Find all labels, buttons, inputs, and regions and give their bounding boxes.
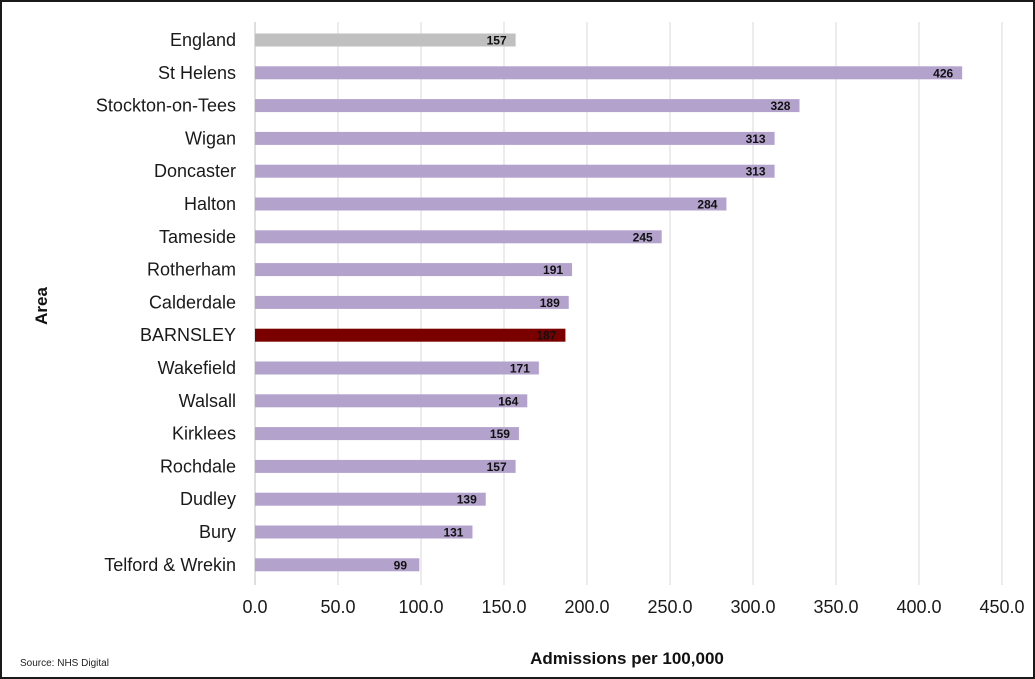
- bar: [255, 558, 420, 572]
- category-label: Halton: [184, 194, 236, 214]
- data-label: 171: [510, 362, 530, 376]
- category-label: Wigan: [185, 128, 236, 148]
- data-label: 189: [540, 296, 560, 310]
- data-label: 159: [490, 427, 510, 441]
- category-label: Stockton-on-Tees: [96, 96, 236, 116]
- data-label: 191: [543, 263, 563, 277]
- category-label: Walsall: [179, 391, 236, 411]
- x-tick-label: 350.0: [813, 597, 858, 617]
- bar: [255, 33, 516, 47]
- data-label: 245: [633, 230, 653, 244]
- data-label: 284: [697, 198, 717, 212]
- x-tick-label: 450.0: [979, 597, 1024, 617]
- x-tick-label: 200.0: [564, 597, 609, 617]
- bar: [255, 197, 727, 211]
- category-label: Dudley: [180, 489, 236, 509]
- x-tick-label: 50.0: [320, 597, 355, 617]
- category-label: Rotherham: [147, 260, 236, 280]
- bars: [255, 33, 963, 572]
- x-tick-label: 300.0: [730, 597, 775, 617]
- x-axis-title: Admissions per 100,000: [530, 649, 724, 668]
- category-labels: England St Helens Stockton-on-Tees Wigan Don…: [96, 30, 236, 575]
- bar: [255, 295, 569, 309]
- category-label: Doncaster: [154, 161, 236, 181]
- category-label: Calderdale: [149, 292, 236, 312]
- category-label: Rochdale: [160, 456, 236, 476]
- bar: [255, 99, 800, 113]
- data-label: 99: [394, 558, 408, 572]
- x-tick-label: 250.0: [647, 597, 692, 617]
- bar: [255, 427, 519, 441]
- category-label: Tameside: [159, 227, 236, 247]
- x-tick-labels: 0.0 50.0 100.0 150.0 200.0 250.0 300.0 350.0 400…: [242, 597, 1024, 617]
- gridlines: [254, 22, 1003, 585]
- bar: [255, 394, 528, 408]
- bar: [255, 328, 566, 342]
- y-axis-title: Area: [32, 287, 51, 325]
- source-note: Source: NHS Digital: [20, 658, 109, 669]
- category-label: Kirklees: [172, 424, 236, 444]
- data-label: 164: [498, 394, 518, 408]
- value-labels: 157 426 328 313 313 284 245 191 189 187 171 164 159 1…: [394, 34, 954, 573]
- x-tick-label: 150.0: [481, 597, 526, 617]
- bar: [255, 492, 486, 506]
- data-label: 131: [443, 526, 463, 540]
- data-label: 313: [746, 132, 766, 146]
- data-label: 187: [536, 329, 556, 343]
- data-label: 157: [487, 34, 507, 48]
- x-tick-label: 0.0: [242, 597, 267, 617]
- data-label: 157: [487, 460, 507, 474]
- bar: [255, 66, 963, 80]
- category-label: St Helens: [158, 63, 236, 83]
- category-label: Bury: [199, 522, 236, 542]
- data-label: 313: [746, 165, 766, 179]
- data-label: 328: [770, 99, 790, 113]
- category-label: Telford & Wrekin: [104, 555, 236, 575]
- data-label: 426: [933, 66, 953, 80]
- bar: [255, 459, 516, 473]
- category-label: England: [170, 30, 236, 50]
- data-label: 139: [457, 493, 477, 507]
- x-tick-label: 100.0: [398, 597, 443, 617]
- bar: [255, 525, 473, 539]
- category-label: BARNSLEY: [140, 325, 236, 345]
- bar: [255, 131, 775, 145]
- x-tick-label: 400.0: [896, 597, 941, 617]
- bar: [255, 230, 662, 244]
- bar: [255, 361, 539, 375]
- category-label: Wakefield: [158, 358, 236, 378]
- bar: [255, 164, 775, 178]
- bar: [255, 263, 573, 277]
